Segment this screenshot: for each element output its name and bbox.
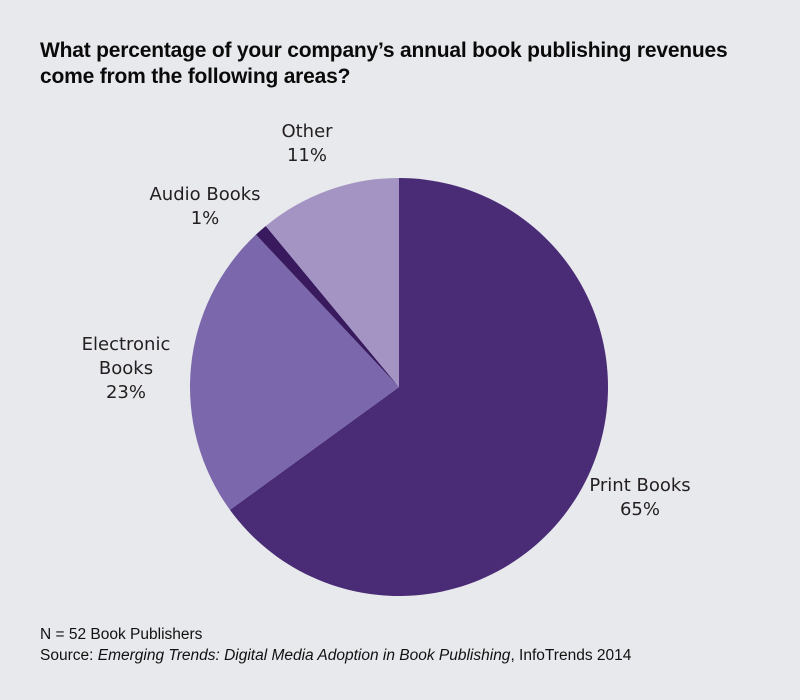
pie-slice-audio-books [255,225,399,387]
source-suffix: , InfoTrends 2014 [510,647,632,664]
label-electronic-books-value: 23% [105,382,146,403]
sample-size-note: N = 52 Book Publishers [40,626,203,643]
pie-slices [190,177,609,596]
label-print-books-name: Print Books [589,475,691,496]
chart-title: What percentage of your company’s annual… [40,38,760,90]
label-other-value: 11% [286,145,327,166]
label-print-books-value: 65% [619,499,660,520]
label-audio-books: Audio Books 1% [140,183,270,231]
source-title: Emerging Trends: Digital Media Adoption … [97,647,511,664]
pie-slice-electronic-books [190,234,399,510]
chart-title-line-1: What percentage of your company’s annual… [40,39,728,62]
label-electronic-books-name-2: Books [98,358,154,379]
pie-slice-print-books [229,177,609,596]
label-other: Other 11% [267,120,347,168]
source-note: Source: Emerging Trends: Digital Media A… [40,645,631,666]
label-other-name: Other [281,121,333,142]
label-electronic-books: Electronic Books 23% [66,333,186,405]
label-print-books: Print Books 65% [585,474,695,522]
pie-slice-other [265,178,399,387]
chart-title-line-2: come from the following areas? [40,65,351,88]
label-audio-books-name: Audio Books [149,184,261,205]
chart-footer: N = 52 Book Publishers Source: Emerging … [40,624,631,666]
source-prefix: Source: [40,647,98,664]
label-audio-books-value: 1% [190,208,220,229]
label-electronic-books-name-1: Electronic [81,334,171,355]
